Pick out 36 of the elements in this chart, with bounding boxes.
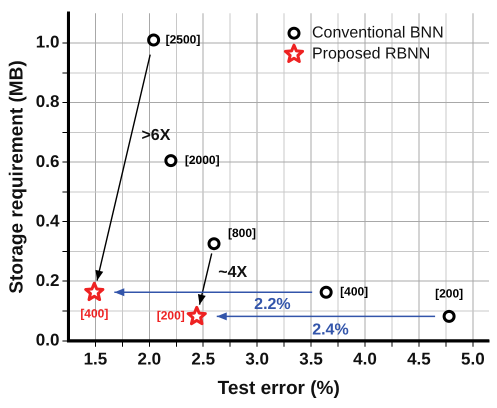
x-tick-label: 2.5 [191,350,216,369]
point [442,310,456,323]
point [320,286,333,299]
y-tick-label: 0.4 [36,211,60,230]
x-tick-label: 5.0 [461,350,485,369]
point [147,34,160,47]
annotation: [200] [435,286,464,301]
x-tick-label: 4.5 [407,350,431,369]
annotation: 2.2% [254,296,291,314]
y-tick-label: 0.6 [36,152,60,171]
point [164,154,178,168]
point [84,282,104,302]
annotation: [2500] [166,32,200,46]
legend-label: Proposed RBNN [312,46,430,63]
point [208,237,221,250]
annotation: [400] [80,306,108,321]
annotation: [2000] [184,152,220,167]
y-tick-label: 0.2 [36,270,60,290]
annotation: [400] [340,284,368,299]
x-tick-label: 1.5 [84,350,108,369]
y-axis-title: Storage requirement (MB) [6,60,28,294]
annotation: 2.4% [312,322,349,339]
y-tick-label: 0.0 [36,330,60,350]
y-tick-label: 1.0 [36,32,60,52]
annotation: >6X [141,126,171,144]
y-tick-label: 0.8 [36,92,60,112]
x-tick-label: 4.0 [353,350,377,369]
annotation: [800] [228,226,256,240]
point [186,306,207,326]
x-tick-label: 3.5 [299,350,323,369]
x-tick-label: 2.0 [137,350,162,369]
x-tick-label: 3.0 [245,350,269,369]
legend-label: Conventional BNN [312,24,444,42]
annotation: ~4X [218,264,248,281]
annotation: [200] [156,308,185,323]
x-axis-title: Test error (%) [218,378,340,399]
